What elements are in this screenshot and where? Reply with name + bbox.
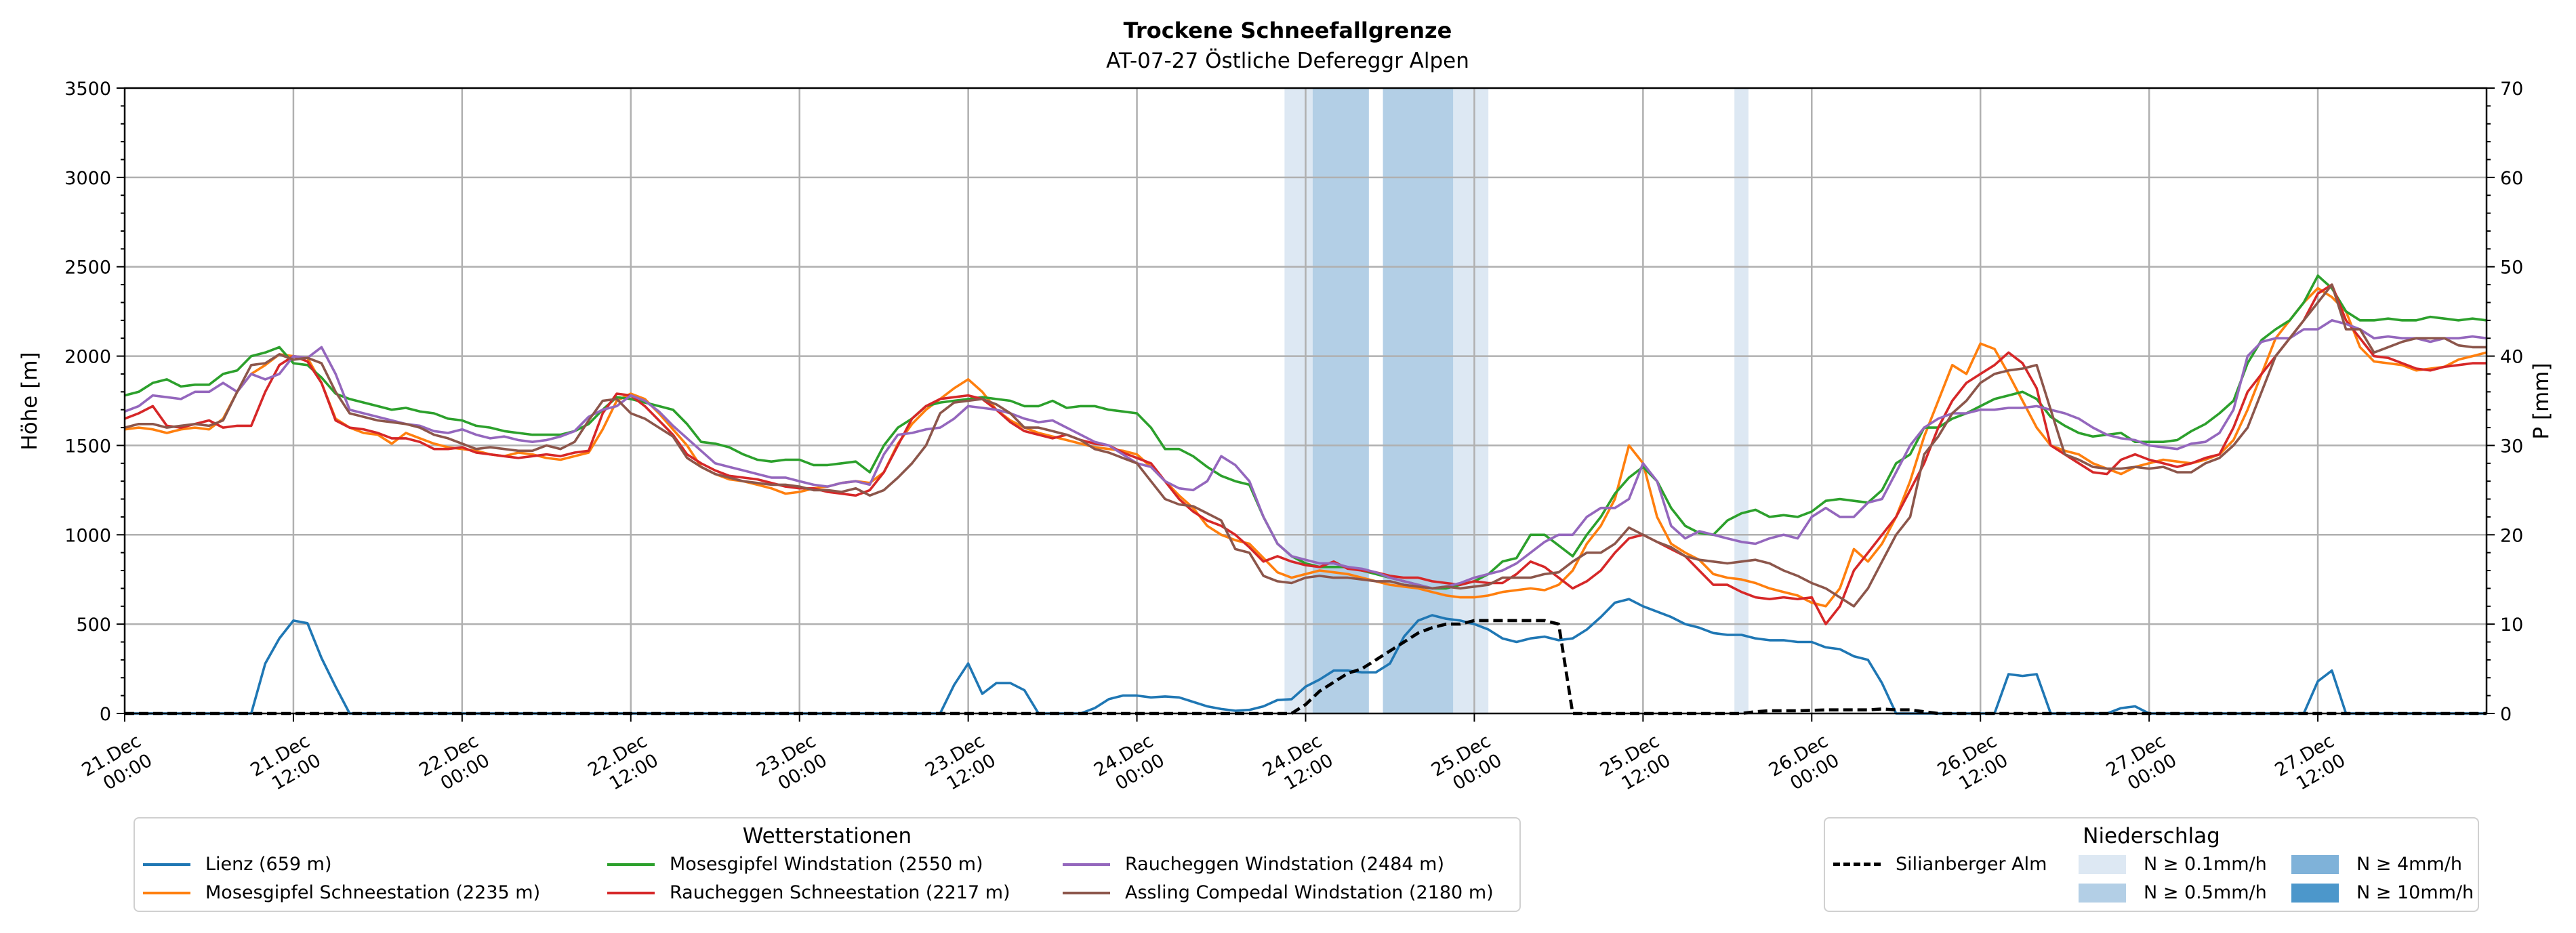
- legend-item-n05: N ≥ 0.5mm/h: [2079, 882, 2267, 903]
- legend-item-raucheggen-wind: Raucheggen Windstation (2484 m): [1063, 854, 1444, 875]
- x-tick-label-5: 23.Dec12:00: [922, 730, 999, 800]
- series-line-3: [124, 283, 2487, 625]
- legend-line-mosesgipfel-wind: [607, 863, 655, 866]
- y-tick-label-2: 1000: [64, 525, 111, 546]
- grid-lines: [125, 88, 2487, 713]
- y-tick-label-5: 2500: [64, 257, 111, 278]
- legend-label-n01: N ≥ 0.1mm/h: [2144, 854, 2267, 875]
- x-tick-label-1: 21.Dec12:00: [247, 730, 324, 800]
- x-axis: 21.Dec00:00 21.Dec12:00 22.Dec00:00 22.Dec1…: [79, 713, 2349, 800]
- legend-label-lienz: Lienz (659 m): [205, 854, 332, 875]
- series-line-2: [124, 274, 2487, 590]
- y-tick-label-6: 3000: [64, 168, 111, 189]
- legend-line-assling: [1063, 891, 1110, 894]
- legend-swatch-n10: [2291, 883, 2339, 903]
- x-tick-label-7: 24.Dec12:00: [1259, 730, 1336, 800]
- y-axis-right: 0 10 20 30 40 50 60 70: [2487, 79, 2523, 725]
- legend-line-silianberger: [1833, 863, 1881, 866]
- legend-item-n4: N ≥ 4mm/h: [2291, 854, 2462, 875]
- y-right-tick-label-7: 70: [2500, 79, 2523, 100]
- series-line-4: [124, 319, 2487, 590]
- legend-item-silianberger: Silianberger Alm: [1833, 854, 2047, 875]
- x-tick-label-10: 26.Dec00:00: [1765, 730, 1843, 800]
- y-right-tick-label-2: 20: [2500, 525, 2523, 546]
- legend-label-assling: Assling Compedal Windstation (2180 m): [1125, 882, 1494, 903]
- legend-label-raucheggen-wind: Raucheggen Windstation (2484 m): [1125, 854, 1444, 875]
- y-right-tick-label-0: 0: [2500, 704, 2512, 725]
- x-tick-label-3: 22.Dec12:00: [584, 730, 661, 800]
- x-tick-label-2: 22.Dec00:00: [415, 730, 493, 800]
- x-tick-label-12: 27.Dec00:00: [2103, 730, 2180, 800]
- station-legend: Wetterstationen Lienz (659 m) Mosesgipfe…: [134, 817, 1521, 912]
- precip-band-4: [1734, 88, 1749, 713]
- y-tick-label-1: 500: [76, 615, 111, 636]
- y-right-tick-label-6: 60: [2500, 168, 2523, 189]
- x-tick-label-9: 25.Dec12:00: [1597, 730, 1674, 800]
- legend-line-raucheggen-schnee: [607, 891, 655, 894]
- legend-item-mosesgipfel-schnee: Mosesgipfel Schneestation (2235 m): [143, 882, 540, 903]
- legend-item-mosesgipfel-wind: Mosesgipfel Windstation (2550 m): [607, 854, 983, 875]
- x-tick-label-13: 27.Dec12:00: [2272, 730, 2349, 800]
- legend-label-silianberger: Silianberger Alm: [1896, 854, 2047, 875]
- legend-item-raucheggen-schnee: Raucheggen Schneestation (2217 m): [607, 882, 1010, 903]
- legend-line-lienz: [143, 863, 190, 866]
- precip-legend: Niederschlag Silianberger Alm N ≥ 0.1mm/…: [1824, 817, 2479, 912]
- y-axis-label-left: Höhe [m]: [18, 352, 42, 450]
- legend-label-n10: N ≥ 10mm/h: [2356, 882, 2474, 903]
- legend-item-lienz: Lienz (659 m): [143, 854, 332, 875]
- data-series: [124, 274, 2487, 716]
- legend-label-raucheggen-schnee: Raucheggen Schneestation (2217 m): [670, 882, 1010, 903]
- y-right-tick-label-3: 30: [2500, 436, 2523, 457]
- x-tick-label-4: 23.Dec00:00: [753, 730, 830, 800]
- legend-item-n01: N ≥ 0.1mm/h: [2079, 854, 2267, 875]
- legend-label-mosesgipfel-schnee: Mosesgipfel Schneestation (2235 m): [205, 882, 541, 903]
- precip-band-1: [1312, 88, 1369, 713]
- legend-label-n05: N ≥ 0.5mm/h: [2144, 882, 2267, 903]
- precip-legend-title: Niederschlag: [2083, 824, 2220, 848]
- y-tick-label-0: 0: [100, 704, 111, 725]
- x-tick-label-8: 25.Dec00:00: [1428, 730, 1505, 800]
- y-axis-left: 0 500 1000 1500 2000 2500 3000 3500: [64, 79, 125, 725]
- x-tick-label-0: 21.Dec00:00: [79, 730, 156, 800]
- y-right-tick-label-5: 50: [2500, 257, 2523, 278]
- legend-swatch-n01: [2079, 854, 2126, 874]
- precip-band-0: [1284, 88, 1313, 713]
- y-right-tick-label-1: 10: [2500, 615, 2523, 636]
- legend-swatch-n4: [2291, 854, 2339, 874]
- station-legend-title: Wetterstationen: [742, 824, 912, 848]
- legend-line-mosesgipfel-schnee: [143, 891, 190, 894]
- series-line-5: [124, 283, 2487, 608]
- legend-swatch-n05: [2079, 883, 2126, 903]
- y-tick-label-7: 3500: [64, 79, 111, 100]
- chart-subtitle: AT-07-27 Östliche Defereggr Alpen: [1106, 48, 1469, 73]
- legend-line-raucheggen-wind: [1063, 863, 1110, 866]
- legend-item-assling: Assling Compedal Windstation (2180 m): [1063, 882, 1494, 903]
- series-line-1: [124, 287, 2487, 608]
- precip-band-3: [1453, 88, 1489, 713]
- x-tick-label-11: 26.Dec12:00: [1934, 730, 2011, 800]
- y-tick-label-3: 1500: [64, 436, 111, 457]
- precip-band-2: [1383, 88, 1454, 713]
- series-line-6: [125, 619, 2487, 716]
- y-right-tick-label-4: 40: [2500, 347, 2523, 368]
- chart-title: Trockene Schneefallgrenze: [1124, 18, 1452, 43]
- y-axis-label-right: P [mm]: [2529, 362, 2554, 439]
- precipitation-bands: [1284, 88, 1749, 713]
- legend-label-mosesgipfel-wind: Mosesgipfel Windstation (2550 m): [670, 854, 983, 875]
- legend-item-n10: N ≥ 10mm/h: [2291, 882, 2474, 903]
- x-tick-label-6: 24.Dec00:00: [1090, 730, 1168, 800]
- y-tick-label-4: 2000: [64, 347, 111, 368]
- legend-label-n4: N ≥ 4mm/h: [2356, 854, 2462, 875]
